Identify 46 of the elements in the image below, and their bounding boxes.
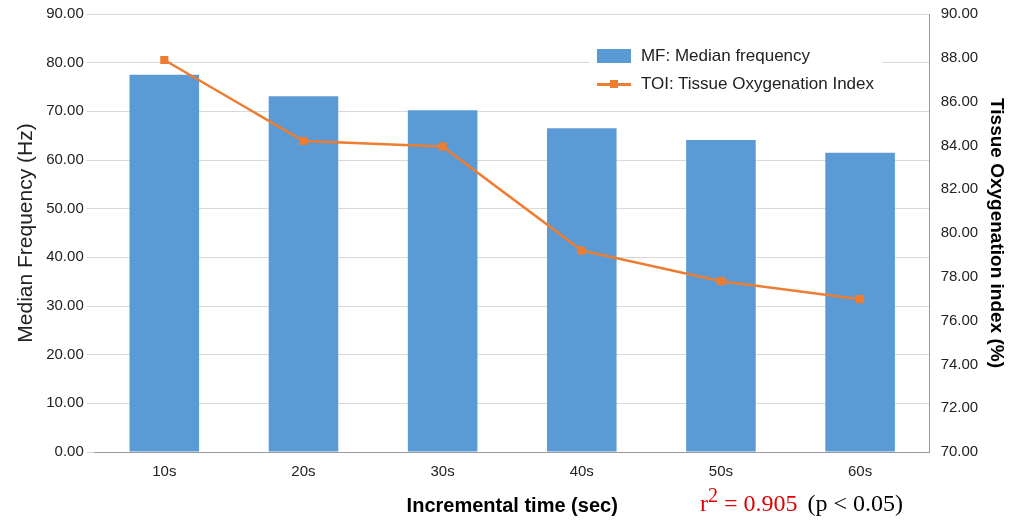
y2-tick-label: 72.00 bbox=[940, 398, 979, 416]
text: (p < 0.05) bbox=[807, 490, 904, 516]
bar bbox=[268, 96, 339, 452]
x-tick-label: 30s bbox=[430, 462, 455, 480]
bar bbox=[546, 128, 617, 452]
x-tick-label: 60s bbox=[847, 462, 873, 480]
y-axis-title: Median Frequency (Hz) bbox=[13, 123, 37, 343]
y2-tick-label: 90.00 bbox=[940, 4, 979, 22]
x-axis-title: Incremental time (sec) bbox=[406, 493, 618, 516]
x-tick-label: 10s bbox=[152, 462, 177, 480]
y-tick-label: 80.00 bbox=[46, 52, 84, 70]
y2-tick-label: 86.00 bbox=[940, 91, 979, 109]
y2-tick-label: 80.00 bbox=[940, 223, 979, 241]
point bbox=[299, 136, 308, 146]
point bbox=[438, 142, 447, 151]
y-tick-label: 10.00 bbox=[46, 393, 84, 411]
y2-tick-label: 74.00 bbox=[940, 354, 979, 372]
y2-tick-label: 82.00 bbox=[940, 179, 979, 197]
y-tick-label: 20.00 bbox=[46, 344, 84, 362]
y-tick-label: 90.00 bbox=[46, 4, 84, 22]
legend-label: TOI: Tissue Oxygenation Index bbox=[640, 74, 874, 94]
x-tick-label: 20s bbox=[291, 462, 316, 480]
bar bbox=[407, 110, 478, 452]
x-tick-label: 50s bbox=[708, 462, 734, 480]
y-tick-label: 0.00 bbox=[54, 442, 84, 460]
text: r$^{2}$ = 0.905 bbox=[700, 484, 798, 516]
y2-tick-label: 88.00 bbox=[940, 47, 979, 65]
bar bbox=[686, 140, 756, 452]
y-tick-label: 60.00 bbox=[46, 150, 84, 168]
y2-tick-label: 84.00 bbox=[940, 135, 979, 153]
point bbox=[716, 277, 726, 286]
y2-tick-label: 70.00 bbox=[940, 442, 979, 460]
y2-tick-label: 78.00 bbox=[940, 266, 979, 284]
bar bbox=[129, 74, 200, 452]
y-tick-label: 70.00 bbox=[46, 101, 84, 119]
y-tick-label: 40.00 bbox=[46, 247, 84, 265]
point bbox=[160, 55, 169, 65]
y-tick-label: 50.00 bbox=[46, 198, 84, 216]
point bbox=[577, 246, 586, 255]
y2-tick-label: 76.00 bbox=[940, 310, 979, 328]
legend-label: MF: Median frequency bbox=[640, 46, 811, 66]
y-tick-label: 30.00 bbox=[46, 296, 84, 314]
x-tick-label: 40s bbox=[569, 462, 594, 480]
bar bbox=[825, 152, 895, 452]
point bbox=[856, 295, 865, 304]
y2-axis-title: Tissue Oxygenation index (%) bbox=[987, 98, 1009, 368]
